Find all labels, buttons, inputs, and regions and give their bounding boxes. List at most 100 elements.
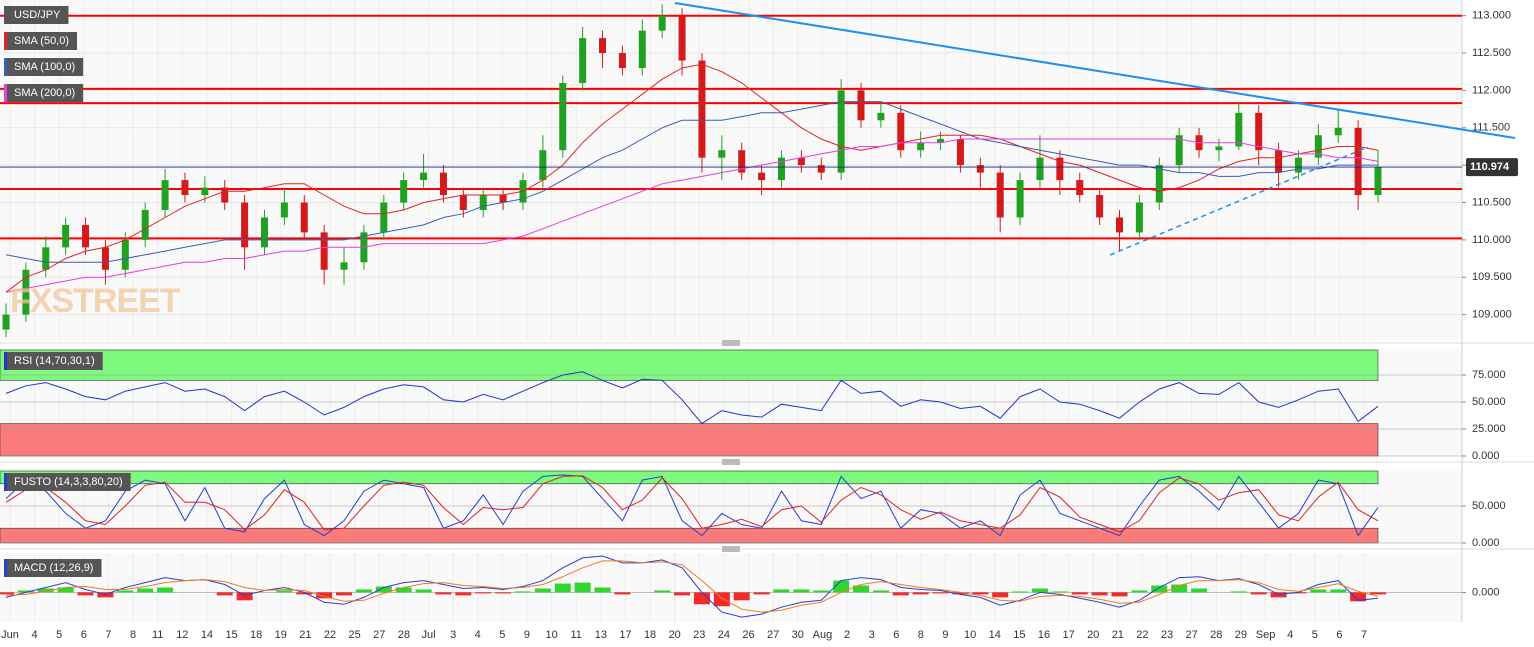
candle-body <box>1175 135 1183 166</box>
histogram-bar <box>654 590 671 593</box>
x-tick-label: 7 <box>105 629 111 641</box>
candle-body <box>897 112 905 151</box>
candle-body <box>539 150 547 181</box>
histogram-bar <box>793 589 810 593</box>
candle-body <box>22 269 30 315</box>
x-tick-label: 3 <box>869 629 875 641</box>
candle-body <box>857 90 865 121</box>
candle-body <box>260 217 268 248</box>
histogram-bar <box>0 592 14 595</box>
histogram-bar <box>236 592 253 601</box>
y-tick-label: 50.000 <box>1472 500 1506 512</box>
x-tick-label: Sep <box>1256 629 1276 641</box>
y-tick-label: 110.500 <box>1472 196 1511 208</box>
x-tick-label: 4 <box>475 629 481 641</box>
candle-body <box>1314 135 1322 158</box>
x-tick-label: 12 <box>176 629 188 641</box>
legend-swatch <box>4 32 7 50</box>
histogram-bar <box>1191 588 1208 593</box>
x-tick-label: 9 <box>942 629 948 641</box>
candle-body <box>797 157 805 166</box>
x-tick-label: 6 <box>1336 629 1342 641</box>
candle-body <box>1334 127 1342 136</box>
sma-line <box>5 138 1379 293</box>
y-tick-label: 50.000 <box>1472 396 1506 408</box>
legend-box <box>4 559 102 577</box>
histogram-bar <box>1171 584 1188 593</box>
x-tick-label: 28 <box>398 629 410 641</box>
legend-swatch <box>4 473 7 491</box>
trend-line-dashed <box>1109 146 1369 256</box>
legend-box <box>4 58 84 76</box>
x-tick-label: 2 <box>844 629 850 641</box>
legend-label: SMA (200,0) <box>14 87 75 99</box>
candle-body <box>817 165 825 173</box>
x-tick-label: 18 <box>644 629 656 641</box>
x-tick-label: 29 <box>1235 629 1247 641</box>
oversold-zone <box>0 423 1379 457</box>
x-tick-label: 4 <box>32 629 38 641</box>
candle-body <box>101 247 109 270</box>
x-tick-label: 5 <box>499 629 505 641</box>
histogram-bar <box>57 587 74 593</box>
candle-body <box>1215 146 1223 151</box>
x-tick-label: 15 <box>225 629 237 641</box>
x-tick-label: 20 <box>1087 629 1099 641</box>
x-tick-label: 4 <box>1287 629 1293 641</box>
candle-body <box>1255 112 1263 151</box>
y-tick-label: 112.500 <box>1472 47 1511 59</box>
histogram-bar <box>534 588 551 593</box>
legend-label: USD/JPY <box>14 9 61 21</box>
x-tick-label: 11 <box>571 629 582 641</box>
y-tick-label: 112.000 <box>1472 84 1511 96</box>
candle-body <box>956 138 964 166</box>
candle-body <box>777 157 785 181</box>
candle-body <box>161 180 169 210</box>
x-tick-label: 27 <box>373 629 385 641</box>
histogram-bar <box>753 592 770 595</box>
histogram-bar <box>674 592 691 596</box>
candle-body <box>599 38 607 54</box>
histogram-bar <box>1230 591 1247 593</box>
x-tick-label: 27 <box>1186 629 1198 641</box>
x-tick-label: Aug <box>813 629 833 641</box>
candle-body <box>181 180 189 196</box>
histogram-bar <box>1071 592 1088 595</box>
x-tick-label: 22 <box>1136 629 1148 641</box>
x-tick-label: 5 <box>1312 629 1318 641</box>
histogram-bar <box>336 592 353 596</box>
x-tick-label: Jun <box>1 629 19 641</box>
histogram-bar <box>853 585 870 593</box>
candle-body <box>1354 127 1362 196</box>
y-tick-label: 113.000 <box>1472 10 1511 22</box>
x-tick-label: 14 <box>201 629 213 641</box>
candle-body <box>618 53 626 68</box>
candle-body <box>499 195 507 203</box>
legend-box <box>4 6 69 24</box>
candle-body <box>758 172 766 181</box>
x-tick-label: 25 <box>349 629 361 641</box>
x-tick-label: 7 <box>1361 629 1367 641</box>
histogram-bar <box>614 592 631 595</box>
y-tick-label: 0.000 <box>1472 586 1500 598</box>
x-tick-label: 26 <box>742 629 754 641</box>
last-price-label: 110.974 <box>1470 161 1510 173</box>
legend-swatch <box>4 559 7 577</box>
candle-body <box>459 195 467 210</box>
x-tick-label: 6 <box>893 629 899 641</box>
histogram-bar <box>296 592 313 595</box>
histogram-bar <box>435 592 452 595</box>
histogram-bar <box>415 589 432 593</box>
x-tick-label: 3 <box>450 629 456 641</box>
histogram-bar <box>77 592 94 596</box>
candle-body <box>1135 202 1143 233</box>
x-tick-label: 14 <box>989 629 1001 641</box>
candle-body <box>62 224 70 248</box>
legend-box <box>4 352 103 370</box>
histogram-bar <box>375 586 392 593</box>
histogram-bar <box>137 588 154 593</box>
histogram-bar <box>1051 591 1068 593</box>
candle-body <box>1275 150 1283 173</box>
x-tick-label: 30 <box>792 629 804 641</box>
